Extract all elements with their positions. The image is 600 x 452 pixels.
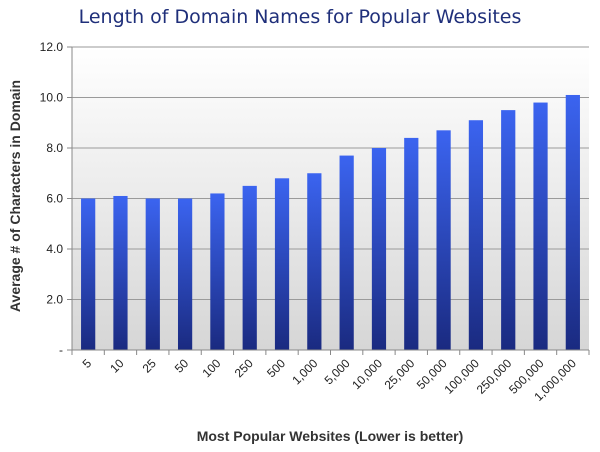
bar [404, 137, 419, 350]
y-tick-label: - [59, 343, 63, 357]
bar [468, 120, 484, 350]
x-tick-label: 250,000 [474, 356, 515, 397]
bar [371, 148, 387, 350]
y-axis-title: Average # of Characters in Domain [7, 79, 23, 313]
bar [436, 130, 451, 350]
x-tick-label: 100,000 [441, 356, 482, 397]
x-tick-label: 25,000 [382, 356, 418, 392]
bar [274, 178, 290, 350]
x-tick-label: 25 [140, 356, 160, 376]
bar [242, 185, 257, 350]
chart-title: Length of Domain Names for Popular Websi… [78, 6, 522, 28]
bar [565, 94, 580, 350]
y-tick-label: 10.0 [40, 91, 64, 105]
y-tick-label: 6.0 [46, 192, 63, 206]
y-tick-labels: - 2.0 4.0 6.0 8.0 10.0 12.0 [40, 40, 64, 357]
x-tick-label: 500 [264, 356, 288, 380]
y-tick-label: 4.0 [46, 242, 63, 256]
bar [145, 198, 160, 350]
x-tick-label: 100 [199, 356, 223, 380]
bar [307, 173, 322, 350]
axes [67, 46, 590, 355]
x-tick-label: 1,000 [289, 356, 320, 387]
x-tick-label: 50 [172, 356, 192, 376]
bar [501, 110, 516, 350]
y-tick-label: 12.0 [40, 40, 64, 54]
bar [177, 198, 193, 350]
y-tick-label: 8.0 [46, 141, 63, 155]
bars [81, 94, 580, 350]
bar [533, 102, 548, 350]
x-tick-label: 5,000 [322, 356, 353, 387]
x-axis-title: Most Popular Websites (Lower is better) [196, 428, 464, 444]
bar [210, 193, 225, 350]
bar [113, 195, 128, 350]
x-tick-label: 10,000 [349, 356, 385, 392]
bar [339, 155, 354, 350]
x-tick-label: 5 [80, 356, 95, 371]
y-tick-label: 2.0 [46, 293, 63, 307]
x-tick-label: 250 [232, 356, 256, 380]
bar [81, 198, 96, 350]
x-tick-label: 10 [107, 356, 127, 376]
x-tick-labels: 5 10 25 50 100 250 500 1,000 5,00010,00025,00050… [80, 356, 580, 404]
